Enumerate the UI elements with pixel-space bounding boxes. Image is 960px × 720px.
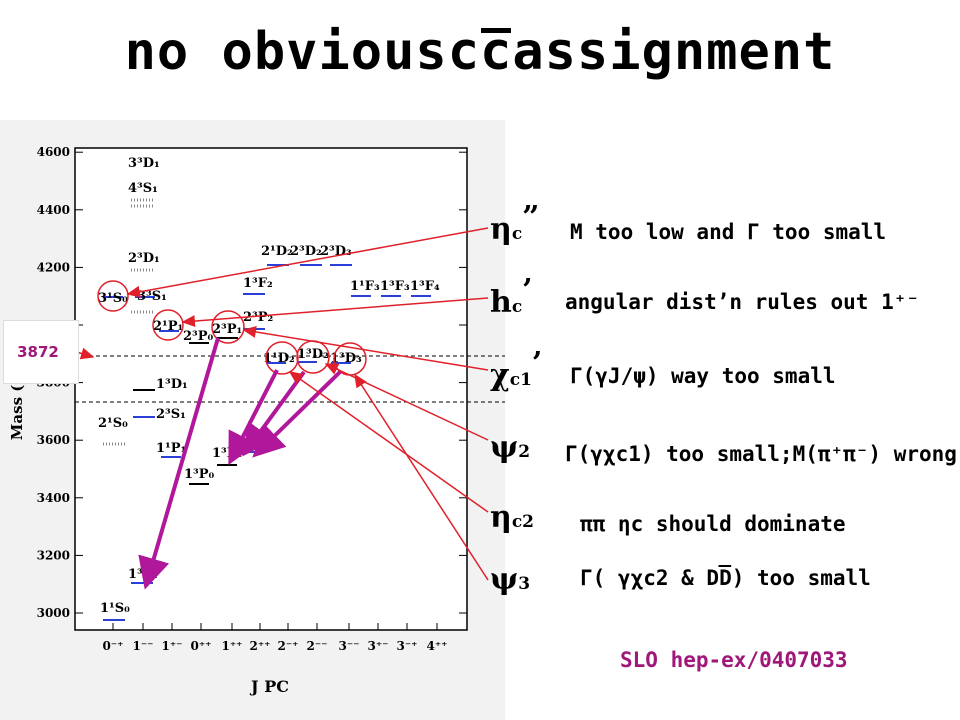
pointer-psi-3 <box>354 373 489 581</box>
pointer-chi-c1-prime <box>242 326 489 371</box>
slide-title: no obvious cc assignment <box>0 22 960 82</box>
y-tick-label: 3600 <box>37 433 70 447</box>
reason-psi-2: Γ(γχc1) too small;M(π⁺π⁻) wrong <box>565 442 957 466</box>
y-tick-label: 4600 <box>37 145 70 159</box>
x-tick-label: 0⁺⁺ <box>190 639 211 653</box>
sym-sup: ” <box>522 200 540 235</box>
reason-eta-c2: ππ ηc should dominate <box>580 512 846 536</box>
pointer-eta-c-double-prime <box>126 227 489 298</box>
state-label-13S1: 1³S₁ <box>128 567 158 582</box>
state-label-11S0: 1¹S₀ <box>100 601 130 616</box>
sym-sub: c2 <box>511 512 534 532</box>
transition-arrows <box>138 337 342 590</box>
state-label-23D3: 2³D₃ <box>320 244 352 259</box>
sym-main: η <box>490 500 512 535</box>
x-tick-label: 1⁺⁺ <box>221 639 242 653</box>
state-label-13D1: 1³D₁ <box>156 377 188 392</box>
x-tick-label: 2⁻⁺ <box>277 639 298 653</box>
state-label-23P2: 2³P₂ <box>243 310 273 325</box>
sym-sup: ’ <box>531 346 543 381</box>
x-axis-label: J PC <box>249 677 289 696</box>
state-label-13F3: 1³F₃ <box>380 279 410 294</box>
y-tick-label: 4400 <box>37 203 70 217</box>
state-label-11F3: 1¹F₃ <box>350 279 380 294</box>
candidate-chi-c1-prime: χc1’ <box>490 346 542 393</box>
candidate-h-c-prime: hc’ <box>490 273 533 320</box>
state-label-13F2: 1³F₂ <box>243 276 273 291</box>
mass-3872-marker: 3872 <box>3 320 79 384</box>
y-tick-label: 4200 <box>37 260 70 274</box>
state-label-33S1: 3³S₁ <box>137 289 167 304</box>
y-tick-label: 3000 <box>37 606 70 620</box>
reason-psi-3: Γ( γχc2 & DD̅) too small <box>580 566 871 590</box>
arrow-13D3-to-13P2 <box>252 370 342 458</box>
y-tick-label: 3400 <box>37 491 70 505</box>
sym-sub: c1 <box>509 370 532 390</box>
circle-11D2 <box>265 341 299 375</box>
state-label-11D2: 1¹D₂ <box>263 351 295 366</box>
state-label-11P1: 1¹P₁ <box>156 441 186 456</box>
state-label-4S1: 4³S₁ <box>128 181 158 196</box>
x-tick-label: 2⁺⁺ <box>249 639 270 653</box>
reference-citation: SLO hep-ex/0407033 <box>620 648 848 672</box>
mass-3872-label: 3872 <box>17 343 59 361</box>
state-label-13P0: 1³P₀ <box>184 467 215 482</box>
title-cc: cc <box>448 22 513 82</box>
state-label-13F4: 1³F₄ <box>410 279 440 294</box>
sym-sub: c <box>511 224 523 244</box>
arrow-23P1-to-13S1 <box>138 337 220 590</box>
reason-chi-c1-prime: Γ(γJ/ψ) way too small <box>570 364 836 388</box>
state-label-21D2a: 2¹D₂ <box>261 244 293 259</box>
x-tick-label: 1⁺⁻ <box>161 639 182 653</box>
y-tick-label: 3200 <box>37 548 70 562</box>
title-suffix: assignment <box>512 22 836 82</box>
state-label-13D3: 1³D₃ <box>330 351 362 366</box>
x-tick-label: 1⁻⁻ <box>132 639 153 653</box>
x-tick-label: 0⁻⁺ <box>102 639 123 653</box>
state-label-23D2: 2³D₂ <box>290 244 322 259</box>
sym-sup: ’ <box>522 273 533 308</box>
x-tick-label: 3⁻⁻ <box>338 639 359 653</box>
state-label-13D2: 1³D₂ <box>297 347 329 362</box>
state-label-21S0: 2¹S₀ <box>98 416 128 431</box>
pointer-eta-c2 <box>288 371 489 513</box>
reason-h-c-prime: angular dist’n rules out 1⁺⁻ <box>565 290 920 314</box>
candidate-psi-2: ψ2 <box>490 430 530 465</box>
x-tick-label: 4⁺⁺ <box>426 639 447 653</box>
state-label-23D1: 2³D₁ <box>128 251 160 266</box>
sym-sub: 3 <box>518 574 531 594</box>
sym-sub: 2 <box>518 442 531 462</box>
state-label-23P0: 2³P₀ <box>183 329 214 344</box>
pointer-arrows <box>69 227 489 581</box>
sym-main: ψ <box>490 562 519 597</box>
state-label-21P1: 2¹P₁ <box>153 319 183 334</box>
candidate-psi-3: ψ3 <box>490 562 530 597</box>
state-label-23S1: 2³S₁ <box>156 407 186 422</box>
pointer-psi-2 <box>324 363 489 441</box>
candidate-eta-c2: ηc2 <box>490 500 534 535</box>
state-label-31S0: 3¹S₀ <box>98 291 128 306</box>
state-label-3S1_4: 3³D₁ <box>128 156 160 171</box>
state-label-23P1: 2³P₁ <box>212 322 242 337</box>
title-prefix: no obvious <box>124 22 448 82</box>
sym-main: η <box>490 212 512 247</box>
x-axis: 0⁻⁺ 1⁻⁻ 1⁺⁻ 0⁺⁺ 1⁺⁺ 2⁺⁺ 2⁻⁺ 2⁻⁻ 3⁻⁻ 3⁺⁻ 3⁻⁺ 4⁺⁺ <box>102 623 448 653</box>
sym-main: h <box>490 285 512 320</box>
title-cc-bar <box>481 28 512 33</box>
x-tick-label: 3⁻⁺ <box>396 639 417 653</box>
sym-sub: c <box>511 297 523 317</box>
arrow-11D2-to-13P1 <box>228 369 279 466</box>
candidate-eta-c-double-prime: ηc” <box>490 200 539 247</box>
reason-eta-c-double-prime: M too low and Γ too small <box>570 220 887 244</box>
sym-main: ψ <box>490 430 519 465</box>
x-tick-label: 2⁻⁻ <box>306 639 327 653</box>
x-tick-label: 3⁺⁻ <box>367 639 388 653</box>
pointer-h-c-prime <box>181 297 489 328</box>
sym-main: χ <box>490 358 510 393</box>
